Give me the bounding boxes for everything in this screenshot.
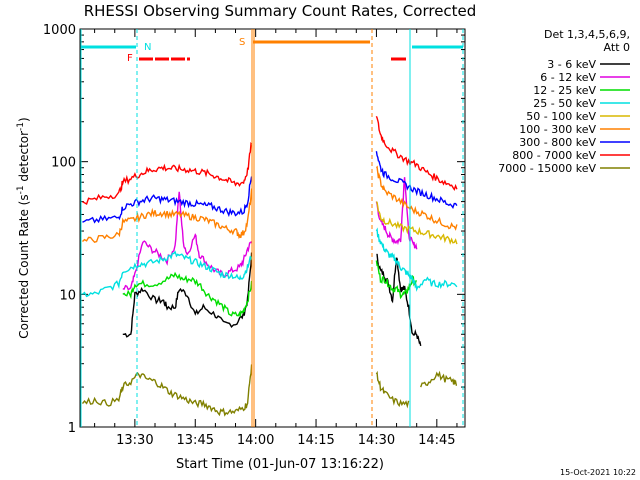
series-group [81, 115, 458, 417]
y-tick-label: 10 [59, 288, 76, 303]
series-line [81, 364, 253, 417]
series-line [375, 370, 410, 409]
flag-s-label: S [239, 37, 245, 48]
legend-label: 25 - 50 keV [533, 97, 596, 110]
x-tick-label: 13:45 [177, 433, 214, 448]
series-line [122, 252, 253, 338]
y-tick-label: 1000 [43, 23, 76, 38]
timestamp: 15-Oct-2021 10:22 [560, 468, 636, 477]
series-line [82, 188, 253, 243]
legend-header-2: Att 0 [604, 41, 630, 54]
ylabel-part-1: -1 [16, 185, 26, 194]
plot-frame [79, 28, 466, 428]
x-axis-ticks: 13:30 13:45 14:00 14:15 14:30 14:45 [94, 29, 458, 448]
series-line [82, 141, 253, 206]
flag-n-label: N [144, 42, 151, 53]
series-line [122, 191, 253, 291]
legend-label: 6 - 12 keV [540, 71, 596, 84]
series-line [375, 115, 458, 192]
legend-header-1: Det 1,3,4,5,6,9, [544, 28, 630, 41]
legend-label: 12 - 25 keV [533, 84, 596, 97]
x-tick-label: 14:30 [358, 433, 395, 448]
x-tick-label: 14:45 [418, 433, 455, 448]
y-axis-label: Corrected Count Rate (s-1 detector-1) [16, 117, 31, 338]
y-tick-label: 100 [51, 156, 76, 171]
x-tick-label: 14:15 [297, 433, 334, 448]
legend-label: 100 - 300 keV [519, 123, 596, 136]
flags-group: N F S [80, 29, 464, 427]
legend-label: 300 - 800 keV [519, 136, 596, 149]
legend-label: 800 - 7000 keV [512, 149, 596, 162]
ylabel-part-4: ) [17, 117, 31, 122]
series-line [82, 176, 253, 224]
y-tick-label: 1 [68, 421, 76, 436]
series-line [375, 151, 458, 209]
series-line [376, 253, 422, 347]
legend-label: 7000 - 15000 keV [498, 162, 596, 175]
legend-label: 3 - 6 keV [547, 58, 596, 71]
x-tick-label: 14:00 [237, 433, 274, 448]
series-line [122, 271, 253, 317]
legend-label: 50 - 100 keV [526, 110, 596, 123]
ylabel-part-0: Corrected Count Rate (s [17, 194, 31, 338]
series-line [375, 201, 458, 245]
series-line [82, 250, 253, 298]
flag-f-label: F [127, 53, 133, 64]
ylabel-part-2: detector [17, 131, 31, 186]
x-axis-label: Start Time (01-Jun-07 13:16:22) [176, 457, 384, 472]
series-line [375, 227, 458, 292]
chart-title: RHESSI Observing Summary Count Rates, Co… [84, 2, 477, 20]
series-line [420, 370, 458, 388]
x-tick-label: 13:30 [116, 433, 153, 448]
ylabel-part-3: -1 [16, 122, 26, 131]
y-axis-label-text: Corrected Count Rate (s-1 detector-1) [16, 117, 31, 338]
series-line [375, 165, 458, 231]
